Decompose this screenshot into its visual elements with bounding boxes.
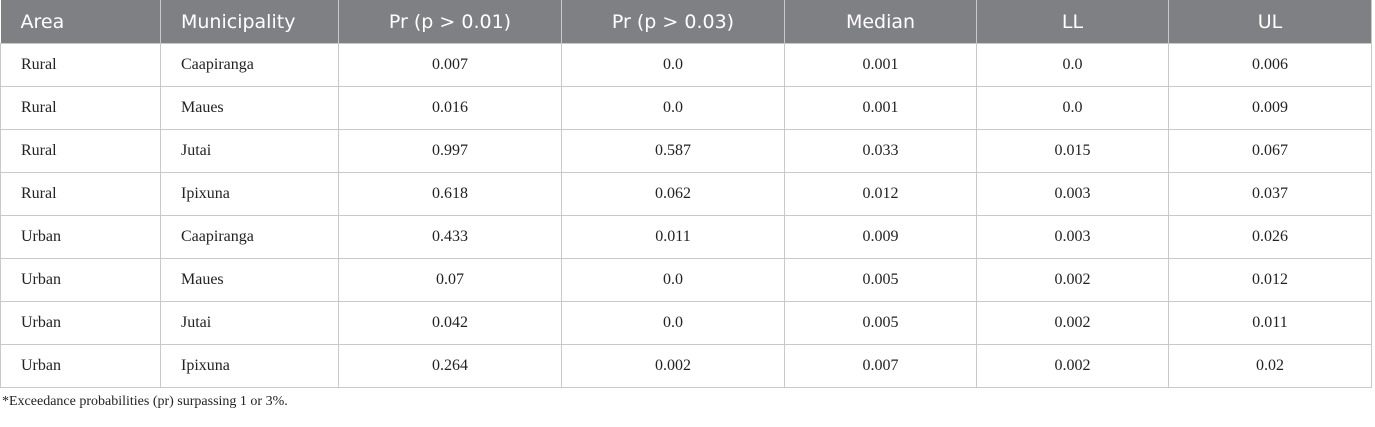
table-cell: Maues bbox=[160, 258, 339, 302]
table-cell: 0.002 bbox=[976, 258, 1169, 302]
header-row: Area Municipality Pr (p > 0.01) Pr (p > 0.0… bbox=[0, 0, 1372, 44]
header-cell: Pr (p > 0.01) bbox=[338, 0, 562, 44]
table-cell: 0.0 bbox=[976, 86, 1169, 130]
table-cell: 0.264 bbox=[338, 344, 562, 388]
table-cell: Urban bbox=[0, 258, 161, 302]
footnote: *Exceedance probabilities (pr) surpassin… bbox=[2, 394, 288, 409]
table-row: Urban Jutai 0.042 0.0 0.005 0.002 0.011 bbox=[0, 301, 1372, 345]
table-cell: 0.009 bbox=[784, 215, 977, 259]
table-cell: 0.005 bbox=[784, 301, 977, 345]
table-cell: Caapiranga bbox=[160, 215, 339, 259]
table-cell: Rural bbox=[0, 86, 161, 130]
header-cell: Pr (p > 0.03) bbox=[561, 0, 785, 44]
table-cell: Urban bbox=[0, 344, 161, 388]
table-cell: 0.997 bbox=[338, 129, 562, 173]
header-cell: LL bbox=[976, 0, 1169, 44]
table-row: Urban Caapiranga 0.433 0.011 0.009 0.003 0.026 bbox=[0, 215, 1372, 259]
table-row: Urban Maues 0.07 0.0 0.005 0.002 0.012 bbox=[0, 258, 1372, 302]
table-cell: Jutai bbox=[160, 129, 339, 173]
table-cell: Caapiranga bbox=[160, 43, 339, 87]
table-cell: 0.062 bbox=[561, 172, 785, 216]
table-cell: 0.012 bbox=[784, 172, 977, 216]
table-row: Rural Jutai 0.997 0.587 0.033 0.015 0.067 bbox=[0, 129, 1372, 173]
table-cell: 0.433 bbox=[338, 215, 562, 259]
table-cell: 0.02 bbox=[1168, 344, 1372, 388]
table-cell: 0.012 bbox=[1168, 258, 1372, 302]
table-cell: 0.002 bbox=[976, 301, 1169, 345]
table-cell: Jutai bbox=[160, 301, 339, 345]
table-cell: 0.011 bbox=[561, 215, 785, 259]
table-row: Rural Maues 0.016 0.0 0.001 0.0 0.009 bbox=[0, 86, 1372, 130]
table-cell: Urban bbox=[0, 301, 161, 345]
header-cell: UL bbox=[1168, 0, 1372, 44]
table-cell: 0.0 bbox=[561, 43, 785, 87]
table-cell: 0.033 bbox=[784, 129, 977, 173]
table-cell: 0.011 bbox=[1168, 301, 1372, 345]
table-cell: 0.002 bbox=[561, 344, 785, 388]
table-cell: 0.007 bbox=[338, 43, 562, 87]
header-cell: Median bbox=[784, 0, 977, 44]
table-cell: 0.002 bbox=[976, 344, 1169, 388]
table-body: Rural Caapiranga 0.007 0.0 0.001 0.0 0.006 Rura… bbox=[0, 43, 1372, 388]
table-cell: 0.001 bbox=[784, 43, 977, 87]
table-cell: 0.003 bbox=[976, 215, 1169, 259]
table-cell: 0.042 bbox=[338, 301, 562, 345]
table-cell: Urban bbox=[0, 215, 161, 259]
table-cell: 0.037 bbox=[1168, 172, 1372, 216]
table-cell: Maues bbox=[160, 86, 339, 130]
table-cell: Rural bbox=[0, 129, 161, 173]
table-cell: 0.07 bbox=[338, 258, 562, 302]
table-cell: 0.007 bbox=[784, 344, 977, 388]
table-row: Rural Ipixuna 0.618 0.062 0.012 0.003 0.037 bbox=[0, 172, 1372, 216]
table-row: Rural Caapiranga 0.007 0.0 0.001 0.0 0.006 bbox=[0, 43, 1372, 87]
table-cell: 0.0 bbox=[976, 43, 1169, 87]
table-cell: 0.003 bbox=[976, 172, 1169, 216]
table-cell: 0.0 bbox=[561, 301, 785, 345]
table-cell: 0.026 bbox=[1168, 215, 1372, 259]
table-cell: 0.0 bbox=[561, 258, 785, 302]
table-cell: Rural bbox=[0, 172, 161, 216]
table-cell: Rural bbox=[0, 43, 161, 87]
table-cell: 0.016 bbox=[338, 86, 562, 130]
table-cell: Ipixuna bbox=[160, 172, 339, 216]
table-cell: 0.009 bbox=[1168, 86, 1372, 130]
table-cell: 0.0 bbox=[561, 86, 785, 130]
header-cell: Area bbox=[0, 0, 161, 44]
table-cell: 0.006 bbox=[1168, 43, 1372, 87]
table-cell: 0.067 bbox=[1168, 129, 1372, 173]
table-cell: 0.005 bbox=[784, 258, 977, 302]
header-cell: Municipality bbox=[160, 0, 339, 44]
table-cell: 0.618 bbox=[338, 172, 562, 216]
table-cell: 0.001 bbox=[784, 86, 977, 130]
data-table: Area Municipality Pr (p > 0.01) Pr (p > 0.0… bbox=[0, 0, 1372, 388]
table-container: Area Municipality Pr (p > 0.01) Pr (p > 0.0… bbox=[0, 0, 1372, 409]
table-cell: Ipixuna bbox=[160, 344, 339, 388]
table-cell: 0.587 bbox=[561, 129, 785, 173]
table-cell: 0.015 bbox=[976, 129, 1169, 173]
table-row: Urban Ipixuna 0.264 0.002 0.007 0.002 0.02 bbox=[0, 344, 1372, 388]
